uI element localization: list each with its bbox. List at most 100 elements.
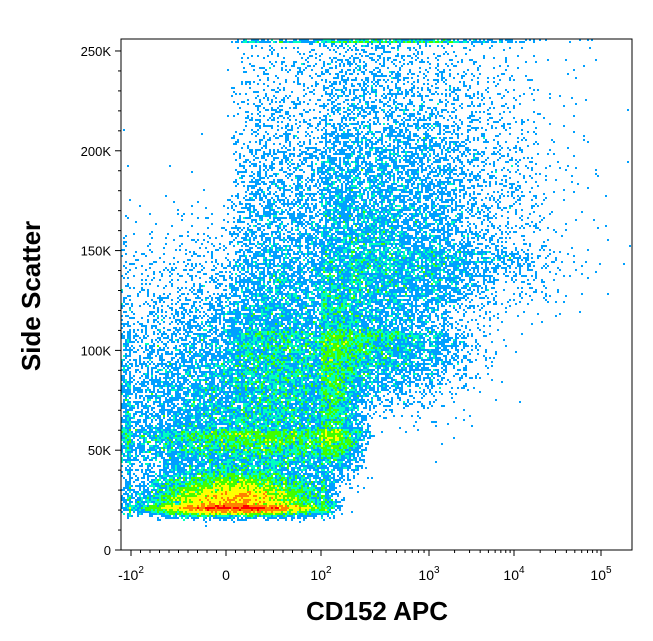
- density-point: [433, 113, 435, 115]
- density-point: [295, 189, 297, 191]
- density-point: [361, 161, 363, 163]
- density-point: [417, 125, 419, 127]
- density-point: [275, 97, 277, 99]
- density-point: [339, 129, 341, 131]
- density-point: [427, 191, 429, 193]
- density-point: [349, 191, 351, 193]
- density-point: [393, 161, 395, 163]
- density-point: [477, 165, 479, 167]
- density-point: [331, 191, 333, 193]
- density-point: [445, 193, 447, 195]
- density-point: [357, 187, 359, 189]
- density-point: [333, 159, 335, 161]
- density-point: [531, 187, 533, 189]
- density-point: [371, 167, 373, 169]
- density-point: [371, 85, 373, 87]
- density-point: [431, 179, 433, 181]
- density-point: [369, 147, 371, 149]
- density-point: [387, 191, 389, 193]
- density-point: [333, 171, 335, 173]
- density-point: [423, 217, 425, 219]
- density-point: [269, 49, 271, 51]
- density-point: [295, 193, 297, 195]
- density-point: [425, 187, 427, 189]
- density-point: [379, 187, 381, 189]
- density-point: [251, 41, 253, 43]
- density-point: [357, 219, 359, 221]
- density-point: [413, 115, 415, 117]
- density-point: [513, 79, 515, 81]
- density-point: [487, 217, 489, 219]
- density-point: [297, 221, 299, 223]
- density-point: [289, 119, 291, 121]
- density-point: [359, 165, 361, 167]
- density-point: [533, 111, 535, 113]
- density-point: [377, 55, 379, 57]
- density-point: [257, 125, 259, 127]
- density-point: [337, 195, 339, 197]
- density-point: [329, 159, 331, 161]
- density-point: [527, 217, 529, 219]
- density-point: [325, 135, 327, 137]
- density-point: [437, 73, 439, 75]
- density-point: [271, 167, 273, 169]
- density-point: [445, 205, 447, 207]
- density-point: [441, 191, 443, 193]
- density-point: [397, 195, 399, 197]
- density-point: [421, 169, 423, 171]
- density-point: [423, 211, 425, 213]
- density-point: [237, 141, 239, 143]
- density-point: [369, 131, 371, 133]
- density-point: [307, 189, 309, 191]
- density-point: [409, 113, 411, 115]
- density-point: [357, 145, 359, 147]
- density-point: [309, 119, 311, 121]
- density-point: [415, 195, 417, 197]
- density-point: [271, 155, 273, 157]
- density-point: [241, 133, 243, 135]
- density-point: [249, 213, 251, 215]
- density-point: [227, 115, 229, 117]
- density-point: [445, 181, 447, 183]
- density-point: [339, 195, 341, 197]
- density-point: [249, 185, 251, 187]
- density-point: [367, 127, 369, 129]
- density-point: [373, 73, 375, 75]
- density-point: [355, 127, 357, 129]
- density-point: [385, 219, 387, 221]
- density-point: [243, 129, 245, 131]
- density-point: [237, 139, 239, 141]
- density-point: [535, 181, 537, 183]
- density-point: [451, 103, 453, 105]
- density-point: [385, 195, 387, 197]
- density-point: [329, 205, 331, 207]
- density-point: [329, 201, 331, 203]
- density-point: [449, 191, 451, 193]
- density-point: [403, 177, 405, 179]
- density-point: [385, 167, 387, 169]
- density-point: [265, 69, 267, 71]
- density-point: [435, 109, 437, 111]
- density-point: [511, 75, 513, 77]
- density-point: [461, 179, 463, 181]
- density-point: [453, 131, 455, 133]
- density-point: [451, 91, 453, 93]
- density-point: [367, 133, 369, 135]
- density-point: [357, 161, 359, 163]
- density-point: [379, 163, 381, 165]
- density-point: [285, 69, 287, 71]
- density-point: [285, 81, 287, 83]
- density-point: [473, 41, 475, 43]
- density-point: [339, 211, 341, 213]
- density-point: [345, 195, 347, 197]
- density-point: [361, 49, 363, 51]
- density-point: [269, 151, 271, 153]
- density-point: [407, 169, 409, 171]
- density-point: [289, 133, 291, 135]
- density-point: [457, 219, 459, 221]
- density-point: [389, 105, 391, 107]
- density-point: [437, 143, 439, 145]
- density-point: [275, 191, 277, 193]
- density-point: [261, 41, 263, 43]
- density-point: [345, 197, 347, 199]
